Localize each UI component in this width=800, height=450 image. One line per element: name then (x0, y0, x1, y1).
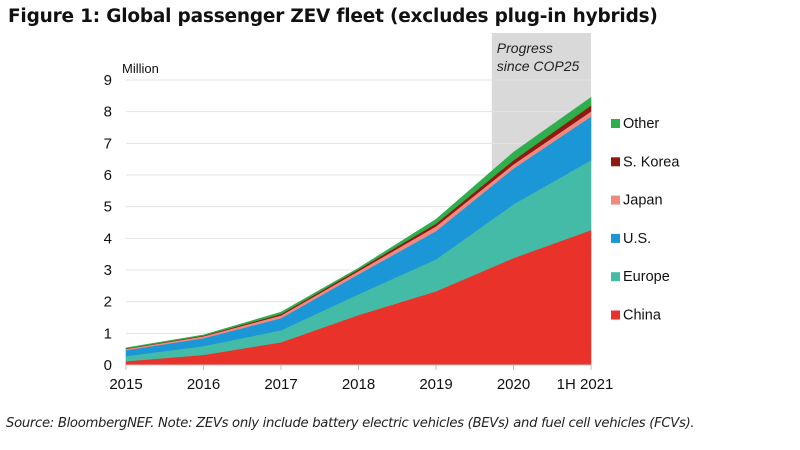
legend-swatch (611, 310, 620, 320)
y-tick-label: 3 (104, 262, 112, 279)
y-tick-label: 7 (104, 135, 112, 152)
y-tick-label: 9 (104, 72, 112, 89)
y-tick-label: 0 (104, 357, 112, 374)
y-tick-label: 6 (104, 167, 112, 184)
band-label-line: since COP25 (497, 58, 580, 74)
y-tick-label: 1 (104, 325, 112, 342)
x-tick-label: 2015 (109, 376, 142, 393)
y-axis-unit-label: Million (122, 61, 159, 76)
x-tick-label: 2018 (342, 376, 375, 393)
figure-title: Figure 1: Global passenger ZEV fleet (ex… (8, 6, 658, 27)
y-tick-label: 5 (104, 199, 112, 216)
x-tick-label: 2019 (419, 376, 452, 393)
band-label-line: Progress (497, 40, 553, 56)
source-note: Source: BloombergNEF. Note: ZEVs only in… (6, 416, 695, 431)
legend-label: China (623, 308, 662, 324)
legend-label: S. Korea (623, 154, 680, 170)
y-tick-label: 2 (104, 294, 112, 311)
x-tick-label: 2017 (264, 376, 297, 393)
y-tick-label: 4 (104, 230, 112, 247)
area-other (125, 96, 592, 349)
legend-label: Europe (623, 269, 670, 285)
legend-label: U.S. (623, 231, 651, 247)
legend-swatch (611, 157, 620, 167)
x-tick-label: 1H 2021 (557, 376, 614, 393)
legend-swatch (611, 233, 620, 243)
x-tick-label: 2016 (187, 376, 220, 393)
legend-swatch (611, 272, 620, 282)
legend-label: Japan (623, 193, 663, 209)
y-tick-label: 8 (104, 104, 112, 121)
legend-swatch (611, 195, 620, 205)
legend-label: Other (623, 116, 659, 132)
x-tick-label: 2020 (497, 376, 530, 393)
legend-swatch (611, 119, 620, 128)
